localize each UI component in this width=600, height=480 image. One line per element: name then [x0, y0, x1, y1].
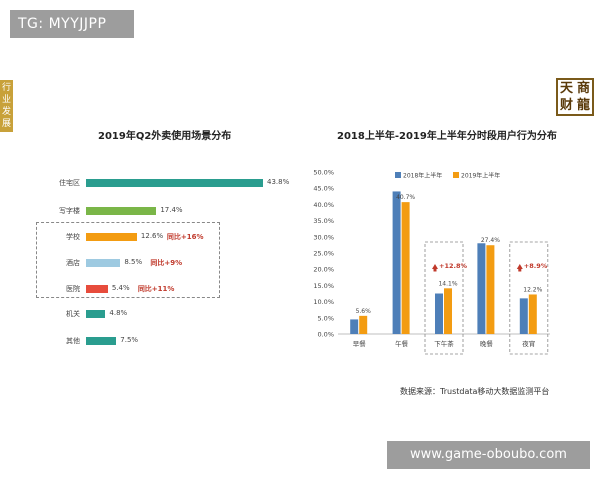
left-bar: [86, 233, 137, 241]
logo-char: 商: [576, 81, 590, 96]
legend-label: 2018年上半年: [403, 172, 442, 180]
right-bar: [519, 298, 528, 334]
right-chart: 0.0% 5.0% 10.0% 15.0% 20.0% 25.0% 30.0% 35.0% 40…: [313, 169, 550, 355]
y-tick-label: 45.0%: [313, 185, 334, 193]
left-bar: [86, 207, 157, 215]
left-value-label: 8.5%: [124, 258, 143, 266]
left-yoy-annotation: 同比+16%: [166, 233, 204, 241]
right-bar: [350, 319, 359, 334]
left-bar: [86, 179, 263, 187]
left-category-label: 住宅区: [59, 179, 80, 187]
brand-logo: 天 商 财 龍: [556, 78, 594, 116]
y-tick-label: 20.0%: [313, 266, 334, 274]
y-tick-label: 15.0%: [313, 282, 334, 290]
logo-char: 龍: [576, 98, 590, 113]
left-bar: [86, 259, 121, 267]
left-bar: [86, 310, 106, 318]
y-tick-label: 0.0%: [317, 331, 334, 339]
right-bar: [392, 191, 401, 334]
side-tab-label: 行业发展: [0, 80, 13, 132]
right-value-label: 12.2%: [523, 286, 542, 293]
left-category-label: 医院: [66, 285, 80, 293]
y-tick-label: 5.0%: [317, 314, 334, 322]
right-value-label: 40.7%: [396, 194, 415, 201]
up-arrow-stem: [433, 268, 437, 272]
left-category-label: 写字楼: [59, 207, 80, 215]
logo-char: 财: [559, 98, 573, 113]
x-tick-label: 下午茶: [434, 339, 454, 348]
right-yoy-annotation: +12.8%: [439, 262, 467, 270]
left-category-label: 其他: [66, 337, 80, 345]
watermark-label: www.game-oboubo.com: [387, 441, 590, 469]
right-value-label: 5.6%: [356, 308, 372, 315]
right-value-label: 14.1%: [438, 280, 457, 287]
left-yoy-annotation: 同比+11%: [137, 285, 175, 293]
left-category-label: 机关: [66, 310, 80, 318]
up-arrow-icon: [432, 264, 438, 269]
left-value-label: 12.6%: [140, 232, 164, 240]
right-bar: [435, 293, 443, 334]
x-tick-label: 早餐: [353, 339, 367, 348]
right-bar: [486, 245, 495, 334]
left-category-label: 酒店: [66, 259, 80, 267]
left-value-label: 17.4%: [160, 206, 183, 214]
legend-swatch: [453, 172, 459, 178]
y-tick-label: 50.0%: [313, 169, 334, 177]
up-arrow-icon: [516, 264, 523, 269]
x-tick-label: 晚餐: [480, 339, 494, 348]
left-value-label: 43.8%: [267, 178, 290, 186]
source-note: 数据来源：Trustdata移动大数据监测平台: [400, 387, 550, 396]
x-tick-label: 午餐: [395, 339, 409, 348]
left-bar: [86, 337, 117, 345]
x-tick-label: 夜宵: [522, 339, 535, 348]
tg-overlay-label: TG: MYYJJPP: [10, 10, 134, 38]
left-yoy-annotation: 同比+9%: [150, 259, 183, 267]
y-tick-label: 10.0%: [313, 298, 334, 306]
right-chart-title: 2018上半年-2019年上半年分时段用户行为分布: [337, 131, 557, 142]
legend-label: 2019年上半年: [461, 172, 500, 180]
left-value-label: 7.5%: [120, 336, 139, 344]
left-chart-title: 2019年Q2外卖使用场景分布: [98, 131, 232, 142]
right-yoy-annotation: +8.9%: [524, 262, 548, 270]
right-bar: [444, 288, 452, 334]
up-arrow-stem: [518, 268, 522, 272]
right-bar: [359, 315, 368, 334]
left-category-label: 学校: [66, 233, 80, 241]
logo-char: 天: [559, 81, 573, 96]
right-bar: [401, 202, 410, 334]
y-tick-label: 35.0%: [313, 217, 334, 225]
left-bar: [86, 285, 108, 293]
highlight-box: [509, 241, 549, 355]
highlight-box: [36, 222, 220, 298]
right-bar: [528, 294, 537, 334]
right-value-label: 27.4%: [481, 237, 500, 244]
y-tick-label: 25.0%: [313, 250, 334, 258]
y-tick-label: 30.0%: [313, 233, 334, 241]
right-bar: [477, 243, 486, 334]
legend-swatch: [395, 172, 401, 178]
left-value-label: 4.8%: [109, 309, 128, 317]
left-value-label: 5.4%: [111, 284, 130, 292]
y-tick-label: 40.0%: [313, 201, 334, 209]
